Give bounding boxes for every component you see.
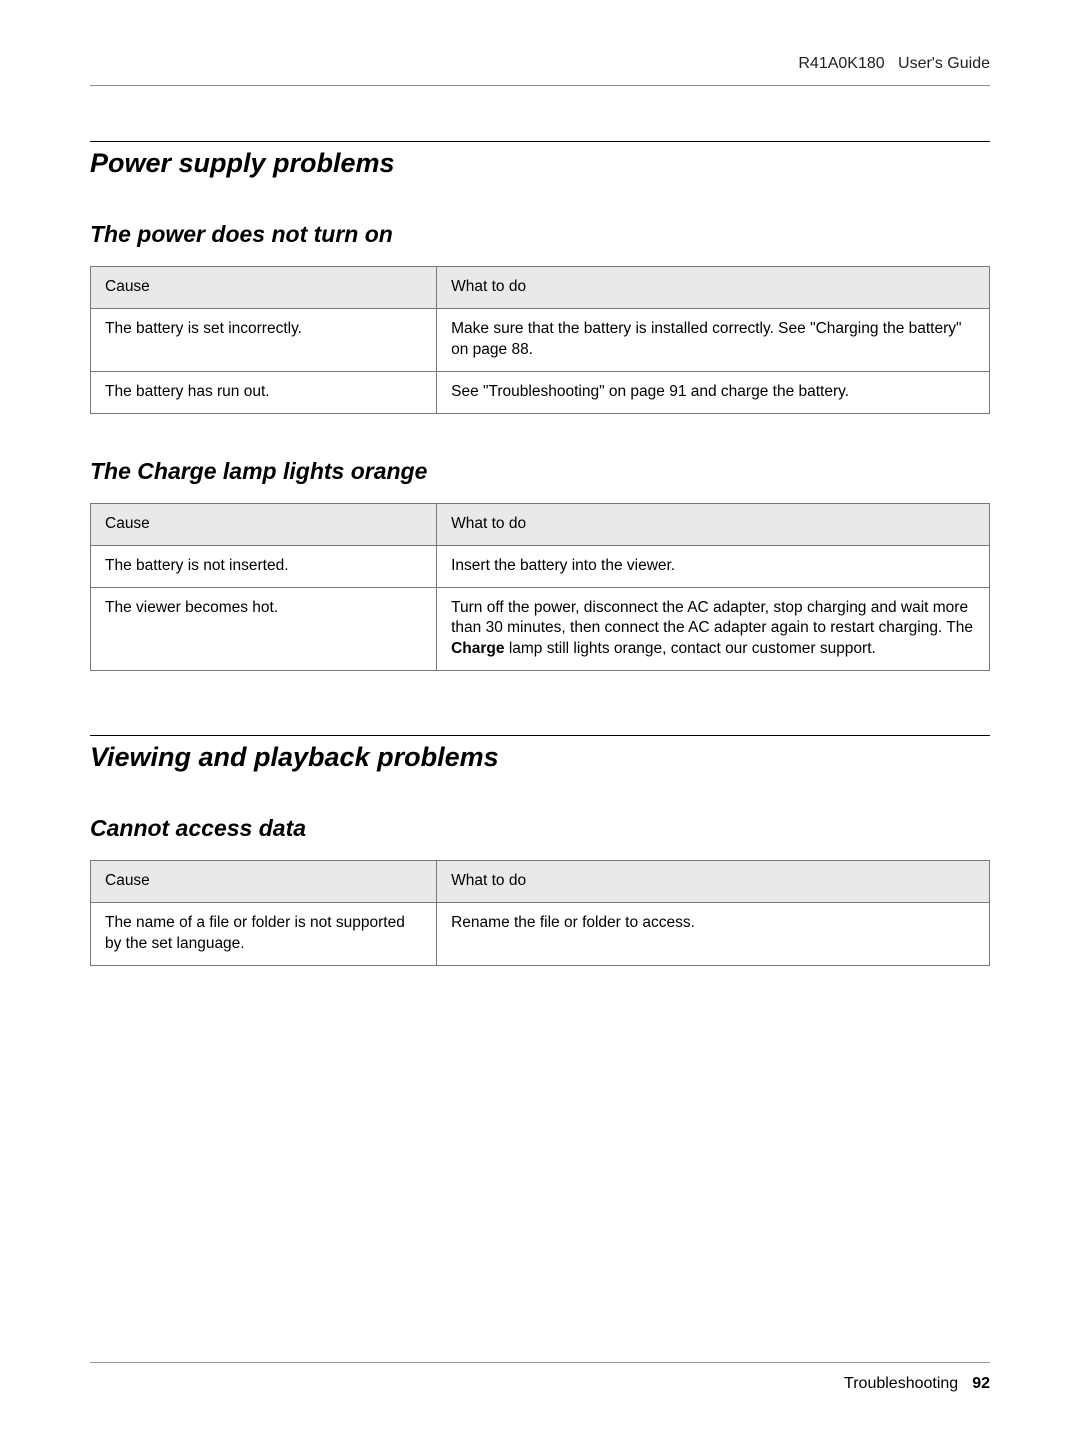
col-cause: Cause — [91, 861, 437, 903]
sub-title-power-off: The power does not turn on — [90, 221, 990, 248]
footer-page-number: 92 — [972, 1375, 990, 1392]
col-what: What to do — [437, 861, 990, 903]
table-charge-lamp: Cause What to do The battery is not inse… — [90, 503, 990, 672]
cell-what: Turn off the power, disconnect the AC ad… — [437, 587, 990, 671]
cell-what: Rename the file or folder to access. — [437, 903, 990, 966]
cell-cause: The name of a file or folder is not supp… — [91, 903, 437, 966]
table-row: The battery is not inserted. Insert the … — [91, 545, 990, 587]
cell-what: Make sure that the battery is installed … — [437, 308, 990, 371]
cell-what: See "Troubleshooting" on page 91 and cha… — [437, 371, 990, 413]
sub-title-charge-lamp: The Charge lamp lights orange — [90, 458, 990, 485]
section-rule — [90, 141, 990, 142]
table-row: The viewer becomes hot. Turn off the pow… — [91, 587, 990, 671]
page-footer: Troubleshooting 92 — [90, 1362, 990, 1393]
cell-cause: The battery has run out. — [91, 371, 437, 413]
cell-text-bold: Charge — [451, 640, 504, 657]
cell-text-post: lamp still lights orange, contact our cu… — [505, 640, 876, 657]
cell-cause: The battery is set incorrectly. — [91, 308, 437, 371]
col-cause: Cause — [91, 267, 437, 309]
cell-text-pre: Turn off the power, disconnect the AC ad… — [451, 599, 973, 637]
col-cause: Cause — [91, 503, 437, 545]
section-title-power: Power supply problems — [90, 148, 990, 179]
section-title-viewing: Viewing and playback problems — [90, 742, 990, 773]
product-code: R41A0K180 — [798, 55, 884, 72]
page-header: R41A0K180 User's Guide — [90, 55, 990, 73]
header-rule — [90, 85, 990, 86]
table-cannot-access: Cause What to do The name of a file or f… — [90, 860, 990, 966]
cell-cause: The viewer becomes hot. — [91, 587, 437, 671]
col-what: What to do — [437, 267, 990, 309]
doc-title: User's Guide — [898, 55, 990, 72]
table-row: The name of a file or folder is not supp… — [91, 903, 990, 966]
table-power-off: Cause What to do The battery is set inco… — [90, 266, 990, 414]
cell-what: Insert the battery into the viewer. — [437, 545, 990, 587]
section-rule — [90, 735, 990, 736]
table-header-row: Cause What to do — [91, 503, 990, 545]
table-row: The battery is set incorrectly. Make sur… — [91, 308, 990, 371]
col-what: What to do — [437, 503, 990, 545]
table-row: The battery has run out. See "Troublesho… — [91, 371, 990, 413]
footer-chapter: Troubleshooting — [844, 1375, 958, 1392]
table-header-row: Cause What to do — [91, 267, 990, 309]
table-header-row: Cause What to do — [91, 861, 990, 903]
sub-title-cannot-access: Cannot access data — [90, 815, 990, 842]
cell-cause: The battery is not inserted. — [91, 545, 437, 587]
